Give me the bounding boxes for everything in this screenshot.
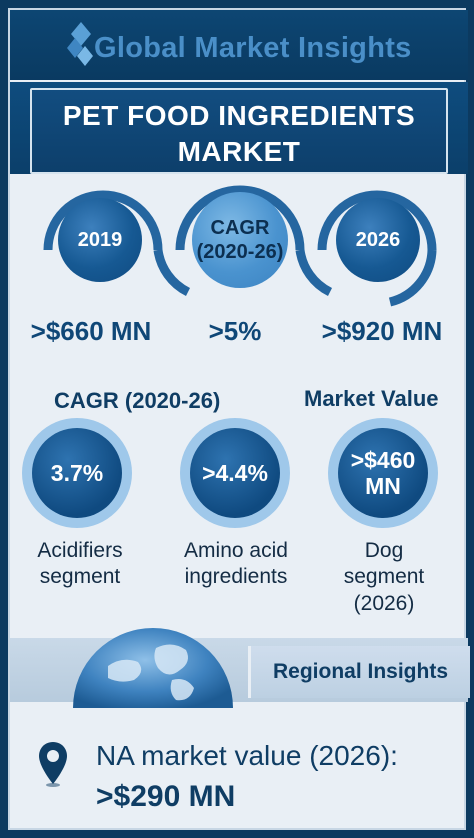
globe-icon <box>73 628 233 708</box>
amino-acid-label-line1: Amino acid <box>184 539 288 562</box>
acidifiers-label-line1: Acidifiers <box>37 539 123 562</box>
acidifiers-value: 3.7% <box>32 428 122 518</box>
dog-segment-value-line2: MN <box>365 473 401 499</box>
acidifiers-circle: 3.7% <box>22 418 132 528</box>
title-box: PET FOOD INGREDIENTS MARKET <box>30 88 448 174</box>
dog-segment-value-line1: >$460 <box>350 446 416 473</box>
year-2019-label: 2019 <box>77 228 123 251</box>
dog-segment-label-line2: segment <box>343 565 425 589</box>
amino-acid-label: Amino acid ingredients <box>156 538 316 591</box>
page-title-line2: MARKET <box>177 136 301 167</box>
page-title-line1: PET FOOD INGREDIENTS <box>62 100 416 131</box>
na-market-value: >$290 MN <box>96 780 236 813</box>
timeline-arcs <box>43 185 437 307</box>
location-pin-icon <box>39 742 67 787</box>
cagr-label: CAGR <box>210 217 270 239</box>
value-2019: >$660 MN <box>30 316 152 346</box>
year-2026-label: 2026 <box>355 228 401 251</box>
logo-diamond-icon <box>67 22 93 66</box>
header-bar: Global Market Insights <box>10 10 468 80</box>
na-market-value-label: NA market value (2026): <box>96 740 398 771</box>
dog-segment-label-line3: (2026) <box>353 591 415 615</box>
dog-segment-value: >$460 MN <box>338 428 428 518</box>
market-value-heading: Market Value <box>304 386 439 411</box>
amino-acid-label-line2: ingredients <box>184 565 288 589</box>
timeline-circles: 2019 CAGR (2020-26) 2026 <box>30 180 450 320</box>
regional-insights-tag: Regional Insights <box>248 646 470 698</box>
cagr-period-label: (2020-26) <box>196 241 284 263</box>
year-2026-circle: 2026 <box>336 198 420 282</box>
brand-logo-text: Global Market Insights <box>94 32 412 64</box>
dog-segment-label: Dog segment (2026) <box>304 538 464 617</box>
value-2026: >$920 MN <box>321 316 443 346</box>
infographic-body: Global Market Insights PET FOOD INGREDIE… <box>8 8 470 830</box>
amino-acid-circle: >4.4% <box>180 418 290 528</box>
acidifiers-label: Acidifiers segment <box>0 538 160 591</box>
dog-segment-circle: >$460 MN <box>328 418 438 528</box>
regional-insights-heading: Regional Insights <box>272 660 448 683</box>
year-2019-circle: 2019 <box>58 198 142 282</box>
dog-segment-label-line1: Dog <box>364 539 404 562</box>
cagr-circle: CAGR (2020-26) <box>192 192 288 288</box>
amino-acid-value: >4.4% <box>190 428 280 518</box>
acidifiers-label-line2: segment <box>39 565 121 589</box>
value-cagr: >5% <box>208 316 262 346</box>
cagr-heading: CAGR (2020-26) <box>54 388 221 413</box>
